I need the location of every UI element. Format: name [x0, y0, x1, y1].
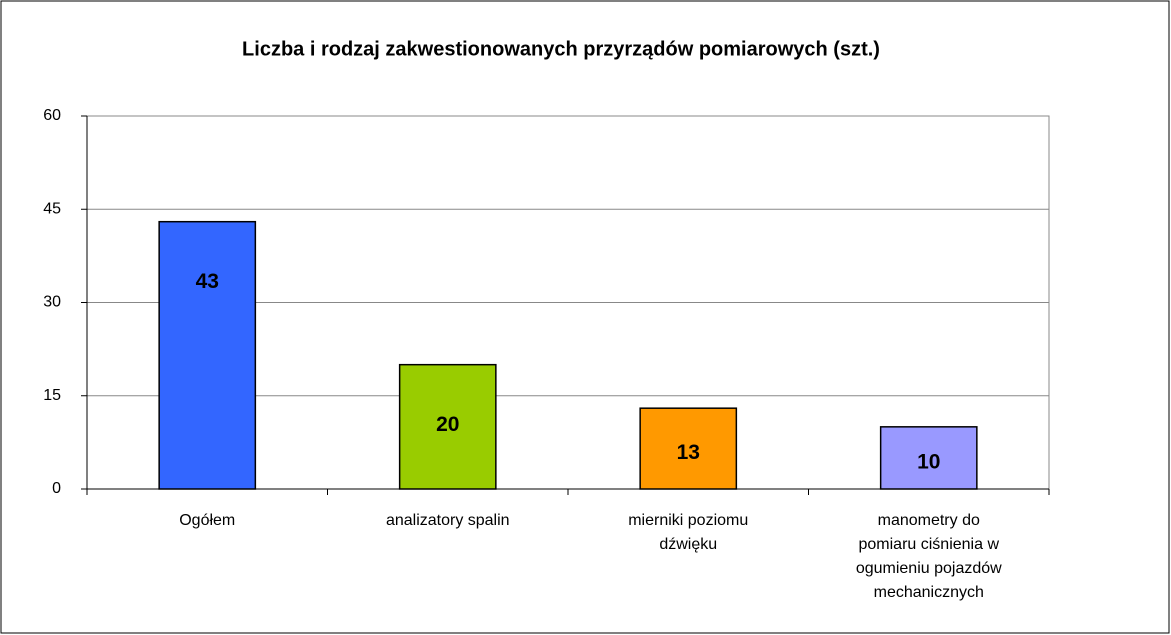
x-tick-label: analizatory spalin	[386, 512, 510, 529]
bar	[158, 220, 257, 490]
bar	[639, 407, 738, 490]
y-tick-label: 60	[43, 107, 61, 124]
y-tick-label: 45	[43, 200, 61, 217]
value-label: 10	[917, 450, 940, 473]
bar	[398, 363, 497, 490]
x-tick-label: Ogółem	[179, 512, 235, 529]
y-tick-label: 0	[52, 480, 61, 497]
x-tick-label: manometry do pomiaru ciśnienia w ogumieniu…	[856, 512, 1002, 601]
bar	[879, 426, 978, 490]
value-label: 13	[677, 441, 700, 464]
value-label: 20	[436, 413, 459, 436]
value-label: 43	[196, 270, 219, 293]
chart-title: Liczba i rodzaj zakwestionowanych przyrz…	[242, 38, 880, 60]
y-tick-label: 15	[43, 387, 61, 404]
x-tick-label: mierniki poziomu dźwięku	[628, 512, 748, 553]
y-tick-label: 30	[43, 294, 61, 311]
